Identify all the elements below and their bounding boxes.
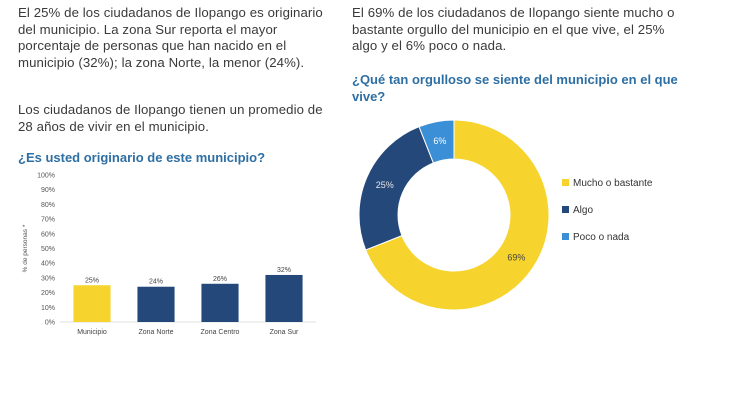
residence-paragraph: Los ciudadanos de Ilopango tienen un pro… <box>18 102 323 134</box>
origin-bar-chart: % de personas * 0% 10% 20% 30% 40% 50% 60% 70% 80… <box>22 173 316 336</box>
legend-label: Poco o nada <box>573 232 630 243</box>
origin-paragraph: El 25% de los ciudadanos de Ilopango es … <box>18 5 323 70</box>
pride-donut-chart: 69% 25% 6% Mucho o bastante Algo Poco o nada <box>358 119 653 311</box>
x-tick-label: Zona Sur <box>270 329 299 336</box>
bar-chart-title: ¿Es usted originario de este municipio? <box>18 150 266 165</box>
legend-swatch <box>562 206 569 213</box>
y-tick-label: 80% <box>41 202 55 209</box>
y-tick-label: 40% <box>41 261 55 268</box>
y-tick-label: 50% <box>41 246 55 253</box>
y-tick-label: 0% <box>45 320 55 327</box>
y-tick-label: 90% <box>41 187 55 194</box>
x-tick-label: Zona Norte <box>138 329 173 336</box>
donut-slice <box>365 119 550 311</box>
donut-slice <box>418 119 455 164</box>
donut-chart-title: ¿Qué tan orgulloso se siente del municip… <box>352 72 678 104</box>
y-tick-label: 60% <box>41 231 55 238</box>
data-label: 32% <box>277 267 291 274</box>
donut-slice <box>358 126 435 251</box>
bar <box>137 286 175 322</box>
legend-label: Mucho o bastante <box>573 178 653 189</box>
data-label: 24% <box>149 279 163 286</box>
bar <box>201 283 239 322</box>
slice-label: 6% <box>433 136 446 146</box>
x-tick-label: Municipio <box>77 329 107 336</box>
y-tick-label: 70% <box>41 217 55 224</box>
bar <box>265 274 303 322</box>
y-tick-label: 10% <box>41 305 55 312</box>
legend-label: Algo <box>573 205 593 216</box>
pride-paragraph: El 69% de los ciudadanos de Ilopango sie… <box>352 5 675 54</box>
slice-label: 25% <box>376 180 394 190</box>
y-axis-title: % de personas * <box>22 224 29 272</box>
slice-label: 69% <box>507 252 525 262</box>
legend-swatch <box>562 233 569 240</box>
bar <box>73 285 111 322</box>
y-tick-label: 30% <box>41 275 55 282</box>
x-tick-label: Zona Centro <box>201 329 240 336</box>
data-label: 26% <box>213 276 227 283</box>
legend-swatch <box>562 179 569 186</box>
y-tick-label: 100% <box>37 173 55 180</box>
data-label: 25% <box>85 277 99 284</box>
y-tick-label: 20% <box>41 290 55 297</box>
